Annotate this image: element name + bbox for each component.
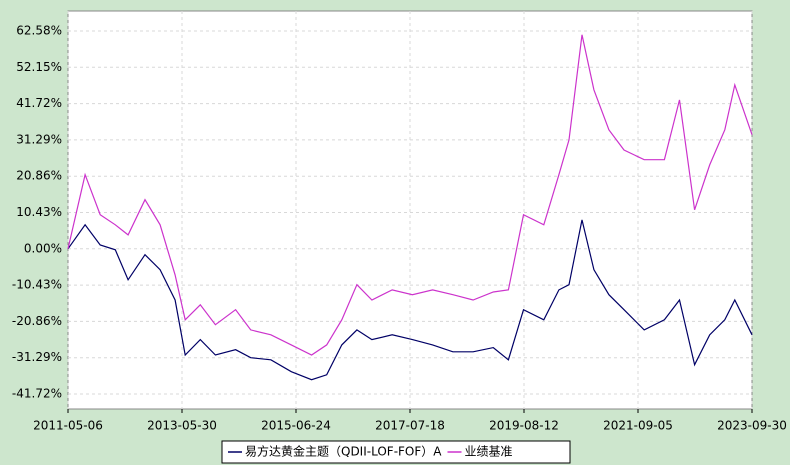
series-line [67, 34, 753, 356]
series-line [67, 219, 753, 381]
y-tick-label: 20.86% [16, 169, 62, 183]
x-tick-label: 2013-05-30 [147, 419, 217, 433]
y-tick-label: 10.43% [16, 205, 62, 219]
y-tick-label: -31.29% [12, 350, 62, 364]
x-tick-label: 2023-09-30 [717, 419, 787, 433]
legend [221, 440, 571, 464]
y-tick-label: -41.72% [12, 387, 62, 401]
x-tick-label: 2021-09-05 [603, 419, 673, 433]
x-tick-label: 2015-06-24 [261, 419, 331, 433]
x-tick-label: 2019-08-12 [489, 419, 559, 433]
y-tick-label: 31.29% [16, 132, 62, 146]
y-tick-label: -10.43% [12, 278, 62, 292]
y-tick-label: 0.00% [24, 241, 62, 255]
legend-label: 业绩基准 [465, 445, 513, 459]
y-tick-label: 62.58% [16, 24, 62, 38]
y-tick-label: -20.86% [12, 314, 62, 328]
y-tick-label: 52.15% [16, 60, 62, 74]
legend-label: 易方达黄金主题（QDII-LOF-FOF）A [245, 444, 442, 459]
x-tick-label: 2011-05-06 [33, 419, 103, 433]
y-tick-label: 41.72% [16, 96, 62, 110]
x-tick-label: 2017-07-18 [375, 419, 445, 433]
